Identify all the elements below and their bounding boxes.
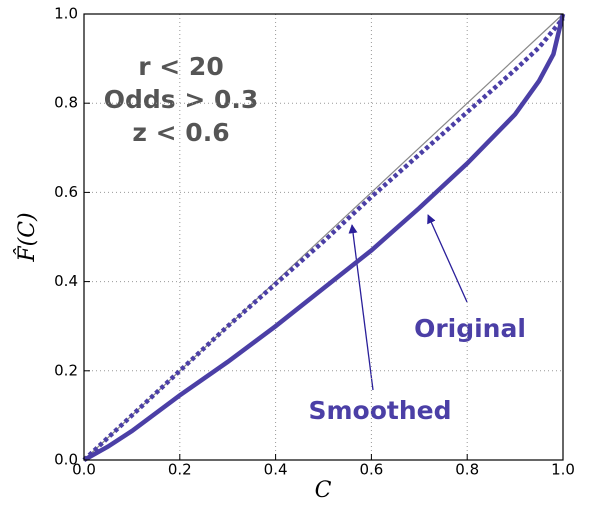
x-tick-label: 0.2: [168, 461, 192, 479]
x-tick-label: 0.0: [72, 461, 96, 479]
series-label: Original: [414, 314, 526, 343]
annotation: z < 0.6: [132, 118, 229, 147]
arrow: [348, 224, 374, 391]
x-tick-label: 0.6: [359, 461, 383, 479]
x-axis-label: C: [315, 478, 332, 503]
annotation: Odds > 0.3: [104, 85, 259, 114]
y-tick-label: 0.4: [54, 272, 78, 290]
x-tick-label: 0.4: [264, 461, 288, 479]
x-tick-label: 1.0: [551, 461, 575, 479]
line: [83, 13, 564, 461]
line: [82, 13, 566, 462]
arrow: [427, 214, 468, 303]
series-label: Smoothed: [308, 396, 451, 425]
plot-frame: [83, 13, 564, 461]
y-tick-label: 1.0: [54, 5, 78, 23]
x-tick-label: 0.8: [455, 461, 479, 479]
y-axis-label: F̂(C): [14, 212, 40, 262]
y-tick-label: 0.0: [54, 451, 78, 469]
line: [82, 17, 565, 462]
y-tick-label: 0.8: [54, 94, 78, 112]
annotation: r < 20: [138, 52, 223, 81]
y-tick-label: 0.2: [54, 361, 78, 379]
y-tick-label: 0.6: [54, 183, 78, 201]
